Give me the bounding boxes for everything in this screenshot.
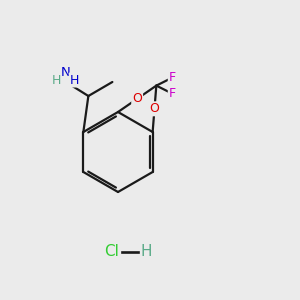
Text: N: N bbox=[61, 65, 70, 79]
Text: H: H bbox=[52, 74, 61, 86]
Text: F: F bbox=[169, 71, 176, 84]
Text: F: F bbox=[169, 87, 176, 100]
Text: H: H bbox=[140, 244, 152, 260]
Text: O: O bbox=[149, 102, 159, 115]
Text: O: O bbox=[132, 92, 142, 105]
Text: Cl: Cl bbox=[105, 244, 119, 260]
Text: H: H bbox=[70, 74, 79, 86]
